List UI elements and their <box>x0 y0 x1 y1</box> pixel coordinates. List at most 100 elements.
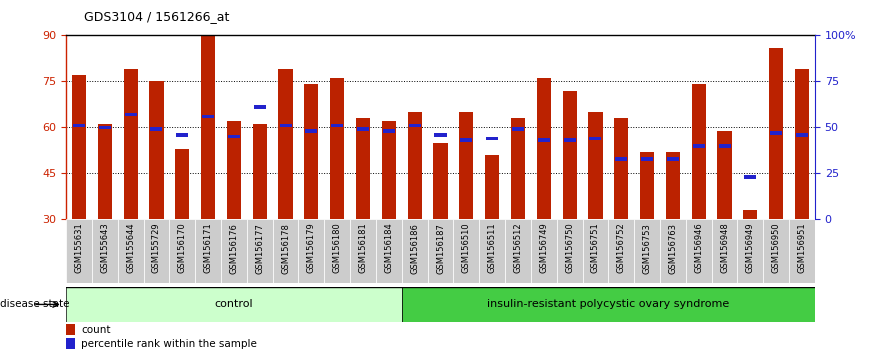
Bar <box>409 124 421 127</box>
Bar <box>479 219 505 283</box>
Bar <box>427 219 454 283</box>
Bar <box>151 127 162 131</box>
Bar <box>144 219 169 283</box>
Text: percentile rank within the sample: percentile rank within the sample <box>81 339 257 349</box>
Text: GSM156177: GSM156177 <box>255 223 264 274</box>
Bar <box>402 287 815 322</box>
Bar <box>221 219 247 283</box>
Bar <box>253 124 267 312</box>
Text: GSM156181: GSM156181 <box>359 223 367 273</box>
Bar <box>304 85 319 312</box>
Bar <box>299 219 324 283</box>
Bar <box>660 219 685 283</box>
Bar <box>356 118 370 312</box>
Bar <box>150 81 164 312</box>
Bar <box>433 143 448 312</box>
Bar <box>226 121 241 312</box>
Text: GSM156176: GSM156176 <box>229 223 239 274</box>
Bar <box>744 175 757 179</box>
Bar <box>330 78 344 312</box>
Bar <box>763 219 789 283</box>
Bar <box>73 124 85 127</box>
Bar <box>175 149 189 312</box>
Text: GSM155631: GSM155631 <box>75 223 84 273</box>
Text: GSM156948: GSM156948 <box>720 223 729 273</box>
Text: GSM156751: GSM156751 <box>591 223 600 273</box>
Bar <box>589 112 603 312</box>
Bar <box>744 210 758 312</box>
Bar <box>98 124 112 312</box>
Text: GSM156750: GSM156750 <box>565 223 574 273</box>
Bar <box>562 91 577 312</box>
Bar <box>692 85 706 312</box>
Bar <box>460 138 472 142</box>
Bar <box>641 157 653 161</box>
Text: GSM156763: GSM156763 <box>669 223 677 274</box>
Bar <box>357 127 369 131</box>
Bar <box>254 105 266 109</box>
Bar <box>201 35 215 312</box>
Bar <box>376 219 402 283</box>
Bar <box>383 129 395 133</box>
Bar <box>306 129 317 133</box>
Bar <box>169 219 196 283</box>
Bar <box>667 157 679 161</box>
Bar <box>454 219 479 283</box>
Bar <box>609 219 634 283</box>
Bar <box>485 155 500 312</box>
Bar <box>66 219 92 283</box>
Bar <box>118 219 144 283</box>
Bar <box>350 219 376 283</box>
Bar <box>789 219 815 283</box>
Bar <box>124 113 137 116</box>
Text: GSM156510: GSM156510 <box>462 223 470 273</box>
Bar <box>381 121 396 312</box>
Text: GDS3104 / 1561266_at: GDS3104 / 1561266_at <box>84 10 229 23</box>
Bar <box>737 219 763 283</box>
Bar <box>402 219 427 283</box>
Bar <box>66 338 76 349</box>
Bar <box>408 112 422 312</box>
Text: GSM156946: GSM156946 <box>694 223 703 273</box>
Bar <box>719 144 730 148</box>
Bar <box>72 75 86 312</box>
Bar <box>796 133 808 137</box>
Text: GSM156187: GSM156187 <box>436 223 445 274</box>
Bar <box>614 118 628 312</box>
Bar <box>537 78 551 312</box>
Text: GSM156180: GSM156180 <box>333 223 342 273</box>
Bar <box>324 219 350 283</box>
Text: GSM155643: GSM155643 <box>100 223 109 273</box>
Bar <box>279 124 292 127</box>
Text: GSM156512: GSM156512 <box>514 223 522 273</box>
Bar <box>512 127 524 131</box>
Bar <box>247 219 272 283</box>
Bar <box>202 115 214 118</box>
Bar <box>564 138 575 142</box>
Bar <box>634 219 660 283</box>
Text: control: control <box>215 299 253 309</box>
Bar <box>123 69 137 312</box>
Text: GSM156171: GSM156171 <box>204 223 212 273</box>
Bar <box>92 219 118 283</box>
Text: GSM155729: GSM155729 <box>152 223 161 273</box>
Bar <box>511 118 525 312</box>
Bar <box>685 219 712 283</box>
Bar <box>331 124 344 127</box>
Bar <box>666 152 680 312</box>
Bar <box>640 152 655 312</box>
Text: GSM155644: GSM155644 <box>126 223 135 273</box>
Bar <box>557 219 582 283</box>
Text: GSM156186: GSM156186 <box>411 223 419 274</box>
Bar <box>272 219 299 283</box>
Bar <box>582 219 609 283</box>
Bar <box>795 69 809 312</box>
Bar <box>769 48 783 312</box>
Bar <box>537 138 550 142</box>
Bar <box>531 219 557 283</box>
Text: GSM156184: GSM156184 <box>384 223 393 273</box>
Text: insulin-resistant polycystic ovary syndrome: insulin-resistant polycystic ovary syndr… <box>487 299 729 309</box>
Bar <box>692 144 705 148</box>
Text: GSM156951: GSM156951 <box>797 223 806 273</box>
Bar <box>717 131 731 312</box>
